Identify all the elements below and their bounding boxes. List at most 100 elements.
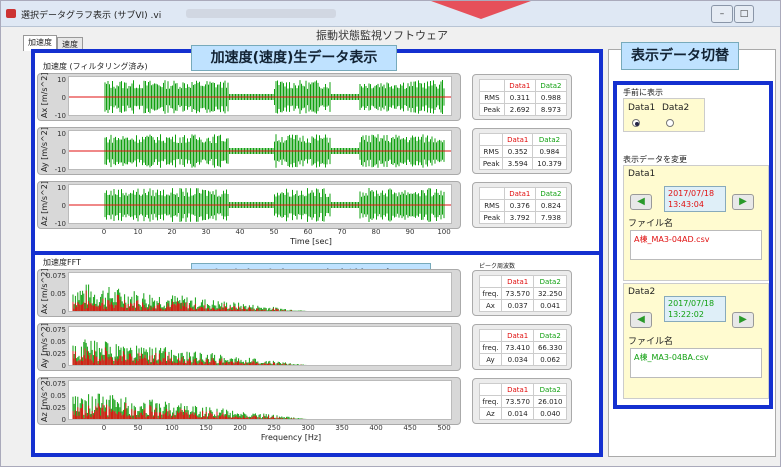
panel-divider [35, 251, 599, 255]
stats-header-data2: Data2 [532, 133, 567, 146]
stats-cell: 0.034 [500, 353, 535, 366]
minimize-button[interactable]: – [711, 5, 733, 23]
raw-section-title: 加速度 (フィルタリング済み) [43, 62, 148, 71]
stats-cell: 73.570 [500, 287, 535, 300]
data1-prev-button[interactable]: ◀ [630, 194, 652, 210]
plot-area [68, 184, 452, 224]
y-tick-label: 0.075 [45, 272, 66, 280]
stats-cell: 26.010 [533, 395, 567, 408]
x-tick-label: 350 [335, 424, 349, 432]
x-tick-label: 10 [133, 228, 143, 236]
stats-header-data2: Data2 [533, 329, 567, 342]
stats-cell: Peak [479, 211, 505, 224]
data2-date: 2017/07/18 [668, 299, 715, 308]
stats-cell: 73.570 [500, 395, 535, 408]
tab-velocity[interactable]: 速度 [57, 37, 83, 51]
tab-acceleration[interactable]: 加速度 [23, 35, 57, 51]
stats-cell: 0.311 [503, 91, 536, 104]
stats-cell: freq. [479, 341, 502, 354]
stats-cell: Az [479, 407, 502, 420]
data1-filename: A棟_MA3-04AD.csv [630, 230, 762, 260]
data1-file-box: Data1 ◀ 2017/07/18 13:43:04 ▶ ファイル名 A棟_M… [623, 165, 769, 281]
data2-next-button[interactable]: ▶ [732, 312, 754, 328]
data1-label: Data1 [628, 169, 656, 179]
stats-cell: 8.973 [534, 103, 568, 116]
x-tick-label: 450 [403, 424, 417, 432]
data1-date: 2017/07/18 [668, 189, 715, 198]
data1-filename-label: ファイル名 [628, 219, 674, 229]
stats-empty [479, 187, 505, 200]
radio-data2[interactable] [666, 119, 674, 127]
data1-datetime: 2017/07/18 13:43:04 [664, 186, 726, 212]
data1-next-button[interactable]: ▶ [732, 194, 754, 210]
stats-cell: 32.250 [533, 287, 567, 300]
stats-box: Data1 Data2 RMS 0.376 0.824 Peak 3.792 7.938 [472, 182, 572, 228]
stats-box: Data1 Data2 RMS 0.352 0.984 Peak 3.594 10.379 [472, 128, 572, 174]
stats-header-data2: Data2 [534, 187, 568, 200]
stats-header-data2: Data2 [534, 79, 568, 92]
y-tick-label: 0.05 [50, 338, 66, 346]
data1-time: 13:43:04 [668, 200, 704, 209]
stats-box: Data1 Data2 RMS 0.311 0.988 Peak 2.692 8.973 [472, 74, 572, 120]
y-tick-label: 0 [61, 148, 66, 156]
x-tick-label: 0 [101, 228, 107, 236]
y-tick-label: 0.075 [45, 326, 66, 334]
stats-cell: Ay [479, 353, 502, 366]
x-tick-label: 90 [405, 228, 415, 236]
x-tick-label: 30 [201, 228, 211, 236]
x-tick-label: 50 [269, 228, 279, 236]
y-tick-label: 0.05 [50, 392, 66, 400]
stats-cell: 0.988 [534, 91, 568, 104]
stats-header-data1: Data1 [503, 79, 536, 92]
stats-cell: RMS [479, 199, 505, 212]
stats-cell: 3.594 [502, 157, 533, 170]
switch-callout: 表示データ切替 [621, 42, 739, 70]
app-icon [6, 9, 16, 18]
y-tick-label: 0 [61, 94, 66, 102]
stats-header-data1: Data1 [500, 329, 535, 342]
x-tick-label: 0 [101, 424, 107, 432]
front-display-selector: Data1 Data2 [623, 98, 705, 132]
stats-cell: RMS [478, 145, 504, 158]
y-tick-label: 10 [57, 184, 66, 192]
stats-box: Data1 Data2 freq. 73.570 26.010 Az 0.014 0.040 [472, 378, 572, 424]
stats-cell: Peak [479, 103, 505, 116]
x-tick-label: 100 [165, 424, 179, 432]
x-tick-label: 150 [199, 424, 213, 432]
stats-header-data1: Data1 [500, 275, 535, 288]
plot-area [68, 380, 452, 420]
stats-cell: freq. [479, 287, 502, 300]
stats-cell: 2.692 [503, 103, 536, 116]
x-tick-label: 100 [437, 228, 451, 236]
stats-empty [478, 133, 504, 146]
stats-empty [479, 79, 505, 92]
raw-x-axis-label: Time [sec] [290, 237, 332, 246]
x-tick-label: 400 [369, 424, 383, 432]
stats-cell: Ax [479, 299, 502, 312]
stats-box: Data1 Data2 freq. 73.570 32.250 Ax 0.037 0.041 [472, 270, 572, 316]
app-name: 振動状態監視ソフトウェア [316, 29, 448, 42]
window-title: 選択データグラフ表示 (サブVI) .vi [21, 11, 162, 21]
y-tick-label: 0 [61, 202, 66, 210]
stats-empty [479, 383, 502, 396]
stats-cell: 73.410 [500, 341, 535, 354]
x-tick-label: 80 [371, 228, 381, 236]
stats-cell: 0.824 [534, 199, 568, 212]
stats-cell: freq. [479, 395, 502, 408]
stats-cell: 0.041 [533, 299, 567, 312]
stats-header-data2: Data2 [533, 383, 567, 396]
stats-cell: 66.330 [533, 341, 567, 354]
y-tick-label: 0 [61, 362, 66, 370]
stats-header-data1: Data1 [500, 383, 535, 396]
x-tick-label: 20 [167, 228, 177, 236]
maximize-button[interactable]: □ [734, 5, 754, 23]
y-tick-label: -10 [54, 220, 66, 228]
data2-label: Data2 [628, 287, 656, 297]
y-tick-label: 0.025 [45, 350, 66, 358]
data2-filename-label: ファイル名 [628, 337, 674, 347]
data2-prev-button[interactable]: ◀ [630, 312, 652, 328]
y-tick-label: 0.025 [45, 404, 66, 412]
radio-data1[interactable] [632, 119, 640, 127]
raw-callout: 加速度(速度)生データ表示 [191, 45, 397, 71]
data2-file-box: Data2 ◀ 2017/07/18 13:22:02 ▶ ファイル名 A棟_M… [623, 283, 769, 399]
